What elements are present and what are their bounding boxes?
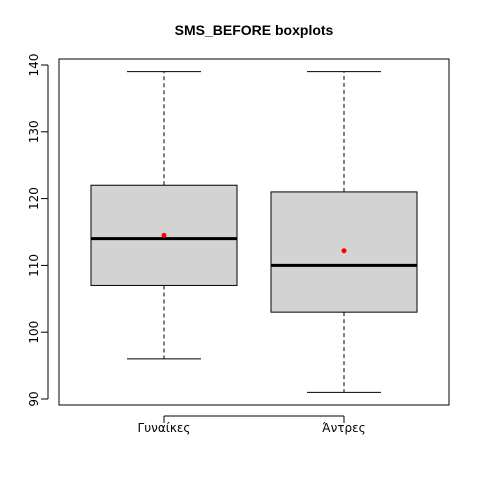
y-tick-label-120: 120	[27, 187, 41, 210]
x-tick-label-1: Γυναίκες	[138, 421, 191, 435]
chart-title: SMS_BEFORE boxplots	[175, 22, 334, 38]
box-2-mean-point	[342, 248, 347, 253]
box-1-mean-point	[162, 233, 167, 238]
y-tick-label-130: 130	[27, 120, 41, 143]
plot-area: 90 100 110 120 130 140 Γυναίκες Άντρες	[27, 54, 449, 435]
y-tick-label-140: 140	[27, 54, 41, 77]
y-tick-label-90: 90	[27, 391, 41, 406]
x-tick-label-2: Άντρες	[322, 421, 365, 435]
y-tick-label-100: 100	[27, 321, 41, 344]
y-tick-label-110: 110	[27, 254, 41, 277]
